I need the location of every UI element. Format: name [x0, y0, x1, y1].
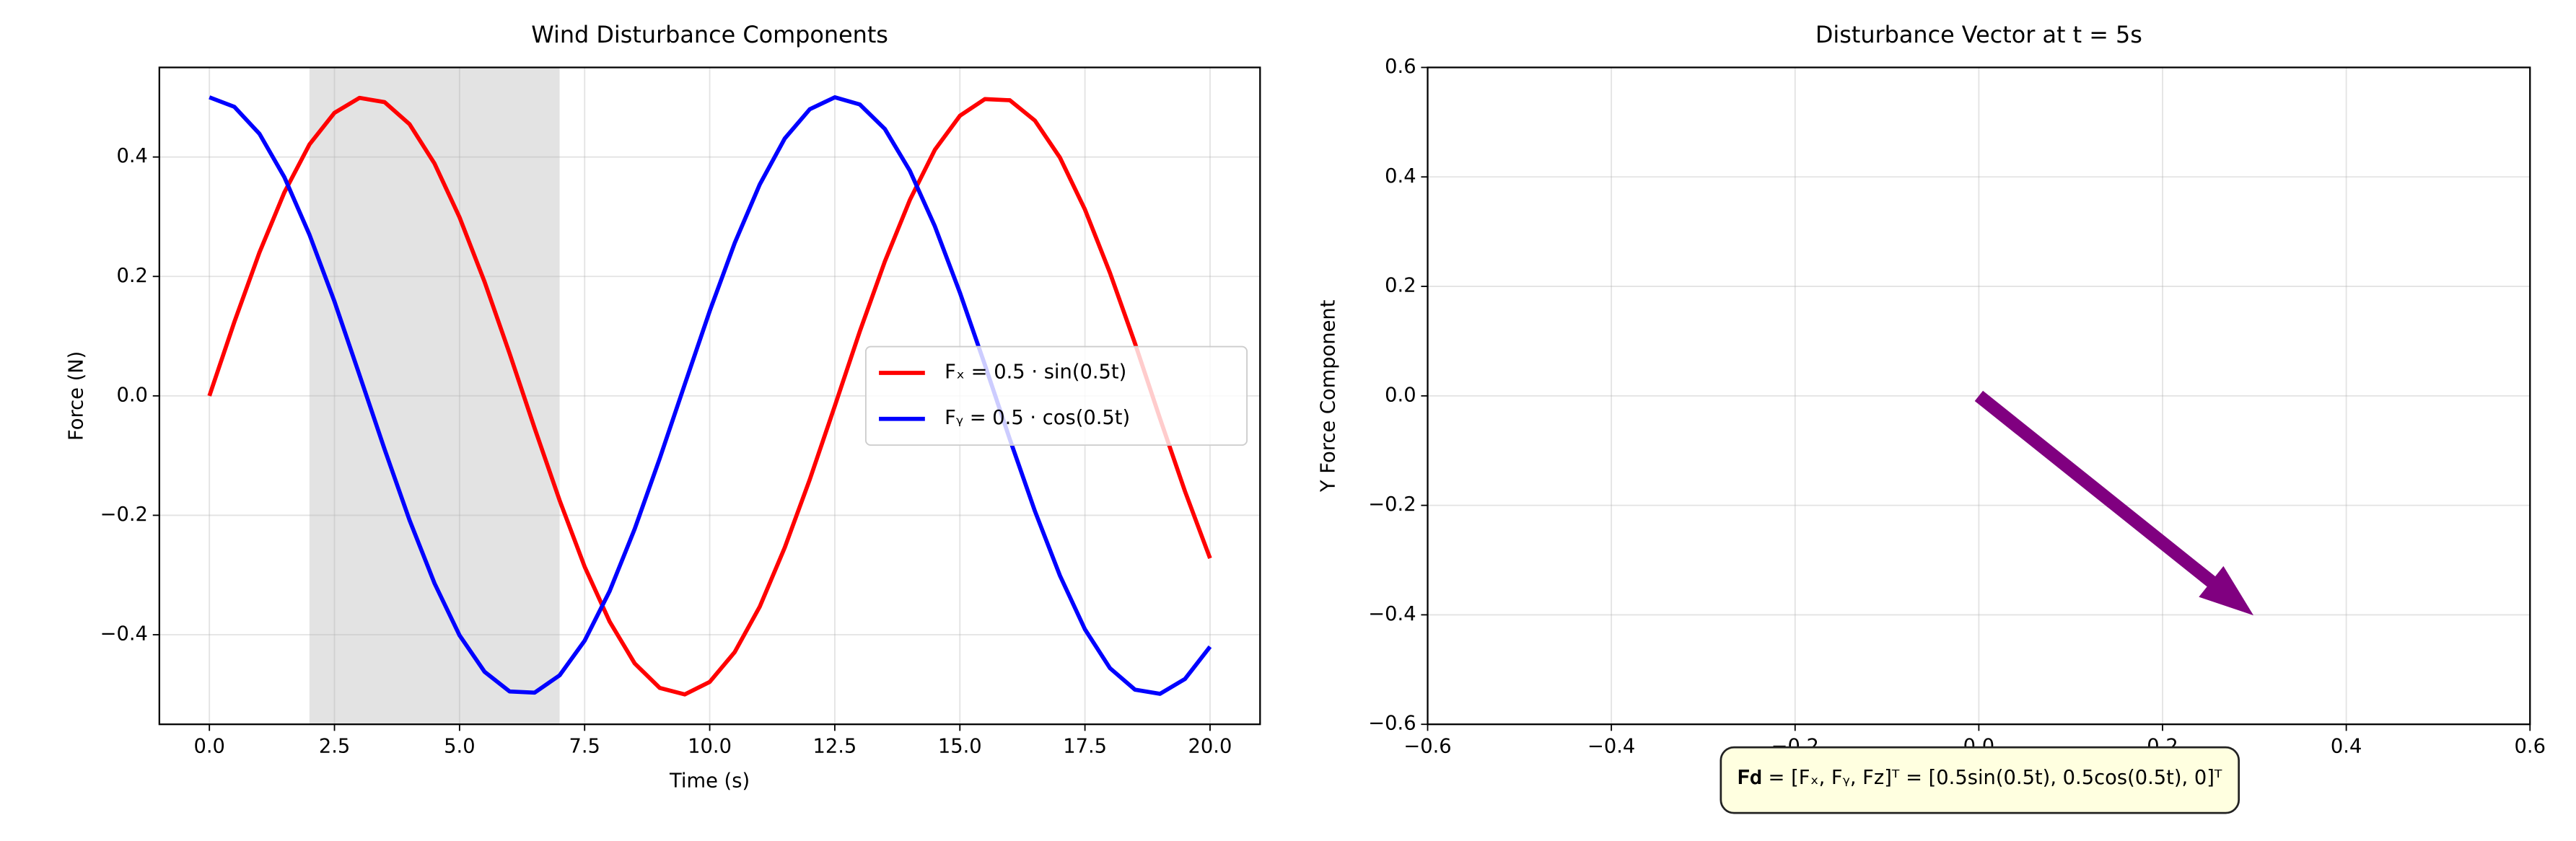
legend-label: Fᵧ = 0.5 · cos(0.5t) — [945, 407, 1130, 429]
axes-frame — [1427, 66, 2531, 726]
y-tick-label: 0.2 — [116, 265, 147, 287]
legend-label: Fₓ = 0.5 · sin(0.5t) — [945, 361, 1126, 383]
y-tick-label: −0.4 — [1368, 603, 1416, 625]
y-tick-label: 0.6 — [1385, 56, 1416, 78]
shaded-span — [309, 67, 560, 725]
y-tick-label: −0.2 — [100, 503, 148, 526]
y-tick-label: 0.0 — [1385, 384, 1416, 406]
y-tick-label: 0.4 — [116, 145, 147, 167]
x-tick-label: 0.6 — [2515, 736, 2546, 758]
y-tick-label: 0.2 — [1385, 275, 1416, 297]
y-axis-label: Force (N) — [66, 351, 88, 441]
legend-frame — [864, 345, 1248, 446]
chart-title: Wind Disturbance Components — [531, 21, 888, 48]
x-tick-label: 10.0 — [688, 736, 732, 758]
x-tick-label: 15.0 — [938, 736, 982, 758]
line-series — [209, 95, 1212, 696]
vector-arrow — [1974, 390, 2254, 616]
y-axis-label: Y Force Component — [1317, 299, 1339, 493]
x-tick-label: 7.5 — [569, 736, 600, 758]
annotation: 𝐅𝐝 = [Fₓ, Fᵧ, Fz]ᵀ = [0.5sin(0.5t), 0.5c… — [1719, 746, 2240, 814]
x-tick-label: 20.0 — [1188, 736, 1232, 758]
y-tick-label: 0.4 — [1385, 165, 1416, 188]
x-axis-label: Time (s) — [669, 770, 750, 792]
axes-frame — [158, 66, 1261, 726]
chart-title: Disturbance Vector at t = 5s — [1815, 21, 2142, 48]
x-tick-label: 5.0 — [444, 736, 475, 758]
x-tick-label: 2.5 — [319, 736, 350, 758]
annotation-text: 𝐅𝐝 = [Fₓ, Fᵧ, Fz]ᵀ = [0.5sin(0.5t), 0.5c… — [1738, 767, 2222, 789]
x-tick-label: −0.4 — [1587, 736, 1635, 758]
annotation-box — [1719, 746, 2240, 814]
x-tick-label: 12.5 — [813, 736, 857, 758]
x-tick-label: 0.4 — [2331, 736, 2362, 758]
y-tick-label: 0.0 — [116, 384, 147, 406]
x-tick-label: −0.6 — [1403, 736, 1451, 758]
y-tick-label: −0.4 — [100, 623, 148, 646]
x-tick-label: 0.0 — [193, 736, 224, 758]
y-tick-label: −0.6 — [1368, 713, 1416, 735]
y-tick-label: −0.2 — [1368, 493, 1416, 516]
line-series — [207, 95, 1212, 697]
x-tick-label: 17.5 — [1063, 736, 1107, 758]
